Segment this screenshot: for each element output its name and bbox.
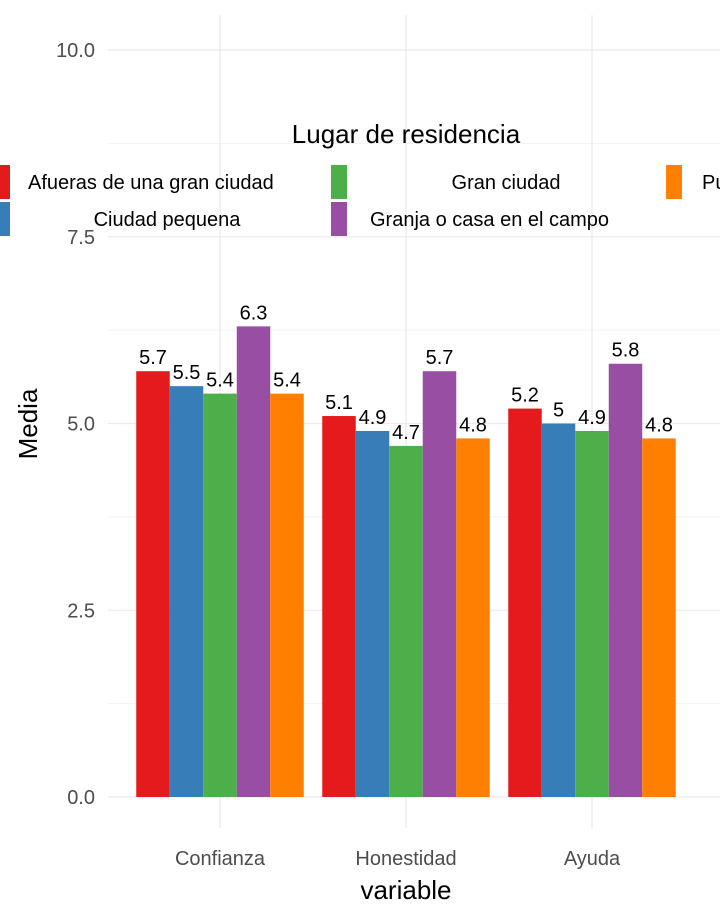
bar	[456, 438, 490, 797]
bar	[270, 393, 304, 797]
y-axis-ticks: 0.0 2.5 5.0 7.5 10.0	[56, 40, 95, 809]
bar	[642, 438, 676, 797]
bar-value-label: 5	[553, 400, 564, 422]
bar-value-label: 4.7	[392, 422, 420, 444]
y-tick-label: 10.0	[56, 40, 95, 62]
x-axis-ticks: Confianza Honestidad Ayuda	[175, 848, 621, 870]
bar-value-label: 6.3	[240, 302, 268, 324]
x-tick-label: Honestidad	[355, 848, 456, 870]
legend-label: Afueras de una gran ciudad	[28, 172, 274, 194]
legend-key	[0, 165, 10, 199]
x-axis-title: variable	[360, 875, 451, 905]
bar	[608, 363, 643, 797]
bar-value-label: 5.4	[273, 370, 301, 392]
bar-labels: 5.75.1 5.25.54.9 55.44.74.96.35.7 5.85.44.8…	[139, 302, 673, 444]
legend-label: Ciudad pequena	[94, 209, 242, 231]
y-tick-label: 7.5	[67, 227, 95, 249]
legend-label: Pueblo	[702, 172, 720, 194]
bar-value-label: 5.5	[173, 362, 201, 384]
bar	[136, 371, 170, 797]
bar-value-label: 5.2	[511, 385, 539, 407]
bar-value-label: 5.7	[426, 347, 454, 369]
bar-value-label: 4.8	[645, 414, 673, 436]
bar-value-label: 5.4	[206, 370, 234, 392]
bar-value-label: 4.9	[578, 407, 606, 429]
legend-key	[666, 165, 682, 199]
legend: Lugar de residencia Afueras de una gran …	[0, 119, 720, 236]
legend-label: Granja o casa en el campo	[370, 209, 609, 231]
legend-label: Gran ciudad	[452, 172, 561, 194]
bar-value-label: 5.8	[612, 340, 640, 362]
bar-value-label: 4.8	[459, 414, 487, 436]
x-tick-label: Confianza	[175, 848, 266, 870]
bar	[355, 430, 390, 797]
bar	[236, 326, 271, 797]
legend-key	[331, 165, 347, 199]
legend-key	[0, 202, 10, 236]
bar	[508, 408, 542, 797]
bar	[541, 423, 576, 797]
bar-value-label: 4.9	[359, 407, 387, 429]
legend-title: Lugar de residencia	[292, 119, 521, 149]
bar	[203, 393, 237, 797]
y-axis-title: Media	[13, 388, 43, 459]
bar	[422, 371, 457, 797]
y-tick-label: 0.0	[67, 787, 95, 809]
y-tick-label: 5.0	[67, 414, 95, 436]
bar	[322, 416, 356, 797]
y-tick-label: 2.5	[67, 600, 95, 622]
bar	[169, 386, 204, 797]
bars	[136, 326, 676, 797]
bar	[575, 430, 609, 797]
bar-value-label: 5.1	[325, 392, 353, 414]
bar-value-label: 5.7	[139, 347, 167, 369]
bar	[389, 445, 423, 797]
x-tick-label: Ayuda	[564, 848, 621, 870]
legend-key	[331, 202, 347, 236]
